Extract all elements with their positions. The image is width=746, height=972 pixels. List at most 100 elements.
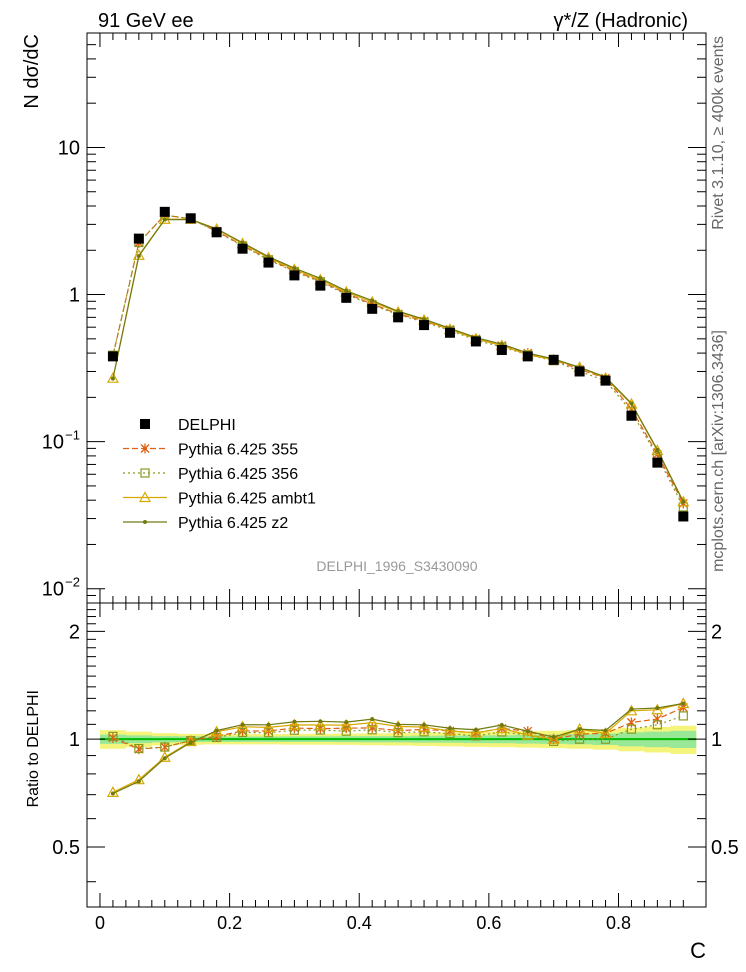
ratio-point-3-shape	[655, 705, 660, 710]
data-point-shape	[185, 213, 196, 224]
ratio-point-1	[237, 727, 248, 738]
ratio-point-3	[473, 727, 478, 732]
ratio-point-3	[162, 756, 167, 761]
data-point-shape	[548, 354, 559, 365]
series-point-2-shape	[106, 371, 119, 383]
ratio-point-2-shape	[573, 722, 586, 734]
ratio-point-2-shape	[418, 720, 431, 732]
series-point-2	[677, 495, 690, 507]
top-right-label: γ*/Z (Hadronic)	[554, 10, 688, 32]
series-point-3-shape	[655, 447, 660, 452]
ratio-tick-label: 0.5	[52, 837, 80, 859]
ratio-point-2-shape	[677, 697, 690, 709]
series-point-2	[132, 249, 145, 260]
ratio-point-3-shape	[188, 740, 193, 745]
ratio-point-1-shape	[575, 734, 585, 744]
ratio-point-2	[625, 704, 638, 716]
side-label-top: Rivet 3.1.10, ≥ 400k events	[710, 36, 727, 230]
legend-marker-1	[140, 443, 150, 454]
data-point	[626, 410, 637, 421]
ratio-point-3-shape	[551, 735, 556, 740]
data-point	[315, 280, 326, 291]
ratio-point-2-shape	[314, 718, 327, 730]
ratio-point-2	[495, 722, 508, 734]
ratio-point-2	[443, 724, 456, 736]
ratio-tick-label-right: 2	[711, 621, 722, 643]
ratio-point-2	[521, 728, 534, 740]
series-line-0	[112, 214, 684, 504]
series-point-3	[110, 376, 115, 381]
top-left-label: 91 GeV ee	[98, 10, 194, 32]
y-tick-exponent: −2	[65, 575, 80, 590]
series-point-2	[625, 397, 638, 409]
data-point-shape	[652, 457, 663, 468]
ratio-point-3	[240, 722, 245, 727]
ratio-point-3	[629, 707, 634, 712]
data-point-shape	[341, 292, 352, 303]
y-tick-label: 1	[69, 285, 80, 307]
ratio-point-3-shape	[240, 722, 245, 727]
data-point-shape	[522, 351, 533, 362]
data-point-shape	[626, 410, 637, 421]
ratio-point-2-shape	[366, 716, 379, 728]
data-point-shape	[367, 303, 378, 314]
ratio-point-2-shape	[288, 718, 301, 730]
data-point-shape	[600, 375, 611, 386]
ratio-point-1-shape	[600, 734, 611, 744]
ratio-point-2-shape	[262, 721, 275, 732]
data-point	[211, 227, 222, 238]
data-point	[470, 336, 481, 347]
ratio-point-2	[262, 721, 275, 732]
series-point-3-shape	[629, 401, 634, 406]
legend-marker-2-shape	[140, 468, 150, 478]
ratio-point-1	[626, 724, 637, 734]
ratio-point-2	[366, 716, 379, 728]
data-point	[652, 457, 663, 468]
series-point-3-shape	[162, 217, 167, 222]
ratio-point-1-shape	[626, 724, 637, 734]
ratio-point-3-shape	[681, 701, 686, 706]
data-point-shape	[496, 344, 507, 355]
ratio-point-3	[292, 719, 297, 724]
ratio-point-2-shape	[236, 720, 249, 732]
y-tick-label: 10	[42, 579, 64, 601]
series-point-3	[655, 447, 660, 452]
ratio-point-1-shape	[237, 727, 248, 738]
data-point-shape	[393, 312, 404, 323]
ratio-point-3-shape	[344, 720, 349, 725]
data-point	[444, 327, 455, 338]
ratio-point-1-shape	[367, 725, 377, 735]
data-point-shape	[470, 336, 481, 347]
data-point-shape	[237, 243, 248, 254]
ratio-plot-frame	[86, 602, 707, 908]
series-point-2	[651, 444, 664, 456]
data-point	[263, 257, 274, 268]
ratio-tick-label: 2	[69, 621, 80, 643]
series-point-2	[106, 371, 119, 383]
ratio-point-3-shape	[266, 722, 271, 727]
ratio-point-1	[575, 734, 585, 744]
ratio-point-2-shape	[443, 724, 456, 736]
ratio-point-1	[212, 732, 222, 743]
ratio-point-1	[108, 731, 118, 741]
ratio-point-0	[160, 742, 170, 753]
series-point-3	[396, 309, 401, 314]
data-point	[574, 366, 585, 377]
ratio-point-1-shape	[315, 725, 325, 735]
series-point-2-shape	[158, 213, 171, 224]
ratio-point-1-shape	[108, 731, 118, 741]
ratio-point-3	[551, 735, 556, 740]
x-tick-label: 0.6	[476, 913, 501, 933]
ratio-point-2-shape	[625, 704, 638, 716]
legend-marker-4-shape	[143, 520, 147, 524]
ratio-point-2	[236, 720, 249, 732]
series-point-3-shape	[396, 309, 401, 314]
ratio-point-3	[266, 722, 271, 727]
ratio-point-3-shape	[292, 719, 297, 724]
series-point-2	[158, 213, 171, 224]
ratio-point-2	[651, 703, 664, 715]
x-tick-label: 0.8	[606, 913, 631, 933]
legend-label-0: DELPHI	[178, 417, 236, 434]
series-point-3	[318, 276, 323, 281]
